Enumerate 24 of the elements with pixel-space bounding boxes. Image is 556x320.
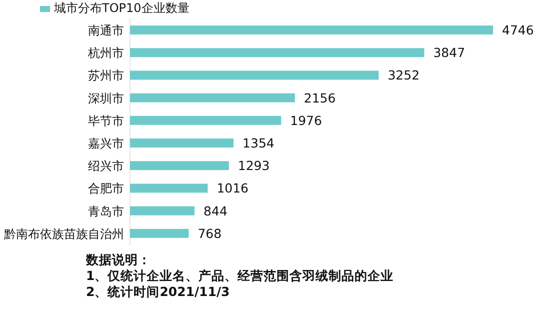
data-label: 768 — [198, 226, 222, 241]
y-tick-label: 青岛市 — [88, 204, 124, 218]
y-tick-label: 杭州市 — [87, 46, 124, 60]
data-label: 844 — [204, 203, 228, 218]
y-tick-label: 嘉兴市 — [88, 136, 124, 150]
y-tick-label: 绍兴市 — [88, 159, 124, 174]
data-label: 4746 — [502, 22, 534, 38]
y-tick-label: 合肥市 — [88, 182, 124, 196]
data-label: 1016 — [216, 180, 249, 196]
y-tick-label: 黔南布依族苗族自治州 — [3, 226, 124, 241]
data-label: 3252 — [388, 68, 420, 83]
y-tick-label: 深圳市 — [88, 91, 124, 106]
y-tick-label: 毕节市 — [88, 114, 124, 128]
data-label: 1293 — [238, 158, 270, 174]
text: 数据说明： — [85, 252, 151, 267]
data-label: 1354 — [242, 136, 274, 150]
legend-label: 城市分布TOP10企业数量 — [53, 1, 190, 15]
data-label: 3847 — [433, 45, 466, 60]
y-tick-label: 苏州市 — [88, 68, 124, 83]
text: 1、仅统计企业名、产品、经营范围含羽绒制品的企业 — [86, 268, 394, 283]
data-label: 2156 — [304, 90, 336, 106]
y-tick-label: 南通市 — [88, 24, 124, 38]
data-label: 1976 — [290, 112, 322, 128]
text: 2、统计时间2021/11/3 — [86, 284, 230, 299]
